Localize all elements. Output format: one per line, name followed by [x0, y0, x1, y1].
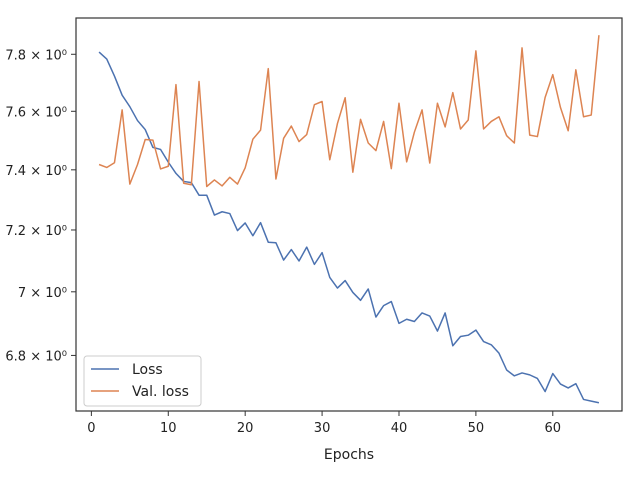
y-tick-label: 7.2 × 10⁰ [5, 224, 67, 239]
x-tick-label: 50 [468, 421, 485, 436]
y-tick-label: 7.8 × 10⁰ [5, 48, 67, 63]
series-layer [98, 35, 600, 404]
y-tick-label: 7.6 × 10⁰ [5, 105, 67, 120]
legend-label-val-loss: Val. loss [132, 384, 189, 400]
x-axis: 0 10 20 30 40 50 60 [87, 411, 561, 436]
x-tick-label: 10 [160, 421, 177, 436]
x-axis-label: Epochs [324, 447, 374, 463]
legend-label-loss: Loss [132, 362, 163, 378]
series-line-loss [98, 51, 600, 404]
series-line-val-loss [98, 35, 600, 188]
x-tick-label: 40 [391, 421, 408, 436]
x-tick-label: 0 [87, 421, 95, 436]
y-tick-label: 7 × 10⁰ [18, 286, 67, 301]
plot-frame [75, 17, 623, 412]
y-axis: 6.8 × 10⁰ 7 × 10⁰ 7.2 × 10⁰ 7.4 × 10⁰ 7.6 × … [5, 48, 76, 364]
x-tick-label: 30 [314, 421, 331, 436]
x-tick-label: 20 [237, 421, 254, 436]
y-tick-label: 6.8 × 10⁰ [5, 349, 67, 364]
y-tick-label: 7.4 × 10⁰ [5, 164, 67, 179]
x-tick-label: 60 [545, 421, 562, 436]
legend: Loss Val. loss [83, 355, 202, 407]
